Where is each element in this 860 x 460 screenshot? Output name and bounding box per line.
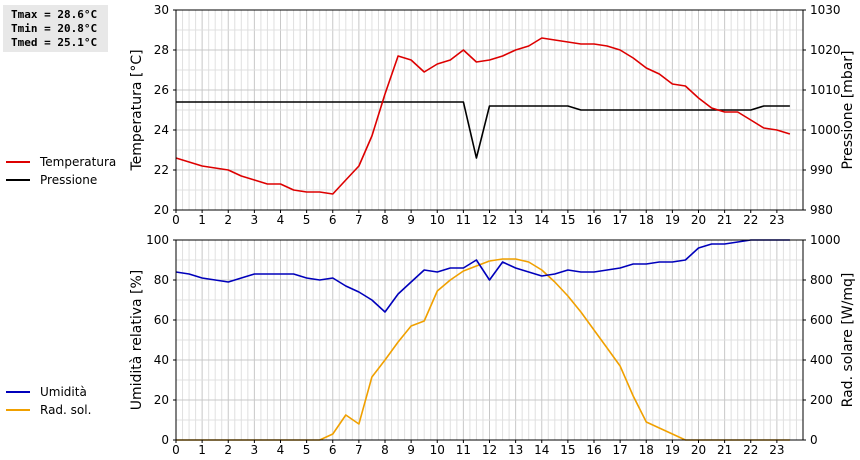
legend-item-umidita: Umidità — [6, 383, 91, 401]
x-tick-label: 11 — [456, 213, 471, 227]
y-right-tick-label: 1010 — [810, 83, 841, 97]
legend-bottom: Umidità Rad. sol. — [6, 383, 91, 419]
x-tick-label: 2 — [224, 213, 232, 227]
x-tick-label: 15 — [560, 443, 575, 457]
legend-swatch-temperatura — [6, 161, 30, 163]
x-tick-label: 23 — [769, 213, 784, 227]
x-tick-label: 9 — [407, 443, 415, 457]
legend-top: Temperatura Pressione — [6, 153, 116, 189]
x-tick-label: 19 — [665, 213, 680, 227]
legend-item-radsol: Rad. sol. — [6, 401, 91, 419]
x-tick-label: 13 — [508, 443, 523, 457]
x-tick-label: 14 — [534, 443, 549, 457]
stat-tmed: Tmed = 25.1°C — [11, 36, 98, 49]
x-tick-label: 3 — [251, 213, 259, 227]
x-tick-label: 5 — [303, 213, 311, 227]
y-left-tick-label: 22 — [154, 163, 169, 177]
x-tick-label: 10 — [430, 443, 445, 457]
y-left-tick-label: 20 — [154, 203, 169, 217]
legend-item-pressione: Pressione — [6, 171, 116, 189]
y-right-tick-label: 800 — [810, 273, 833, 287]
x-tick-label: 11 — [456, 443, 471, 457]
y-right-tick-label: 200 — [810, 393, 833, 407]
y-right-axis-label: Rad. solare [W/mq] — [840, 273, 856, 408]
y-left-tick-label: 30 — [154, 3, 169, 17]
x-tick-label: 21 — [717, 213, 732, 227]
y-right-tick-label: 0 — [810, 433, 818, 447]
y-right-tick-label: 980 — [810, 203, 833, 217]
stats-box: Tmax = 28.6°C Tmin = 20.8°C Tmed = 25.1°… — [3, 5, 108, 52]
legend-label-pressione: Pressione — [40, 173, 98, 187]
y-left-tick-label: 100 — [146, 233, 169, 247]
x-tick-label: 8 — [381, 443, 389, 457]
x-tick-label: 14 — [534, 213, 549, 227]
x-tick-label: 0 — [172, 213, 180, 227]
x-tick-label: 4 — [277, 443, 285, 457]
legend-swatch-radsol — [6, 409, 30, 411]
x-tick-label: 16 — [586, 443, 601, 457]
x-tick-label: 17 — [612, 443, 627, 457]
legend-label-umidita: Umidità — [40, 385, 87, 399]
y-right-tick-label: 400 — [810, 353, 833, 367]
x-tick-label: 4 — [277, 213, 285, 227]
y-right-tick-label: 990 — [810, 163, 833, 177]
y-right-tick-label: 1020 — [810, 43, 841, 57]
y-left-tick-label: 0 — [161, 433, 169, 447]
y-left-axis-label: Temperatura [°C] — [129, 49, 145, 171]
stat-tmax: Tmax = 28.6°C — [11, 8, 98, 21]
y-left-axis-label: Umidità relativa [%] — [129, 270, 145, 411]
y-right-tick-label: 600 — [810, 313, 833, 327]
y-right-axis-label: Pressione [mbar] — [840, 50, 856, 169]
y-left-tick-label: 24 — [154, 123, 169, 137]
legend-item-temperatura: Temperatura — [6, 153, 116, 171]
x-tick-label: 1 — [198, 443, 206, 457]
x-tick-label: 22 — [743, 213, 758, 227]
x-tick-label: 16 — [586, 213, 601, 227]
x-tick-label: 1 — [198, 213, 206, 227]
x-tick-label: 23 — [769, 443, 784, 457]
y-left-tick-label: 26 — [154, 83, 169, 97]
x-tick-label: 7 — [355, 213, 363, 227]
y-left-tick-label: 28 — [154, 43, 169, 57]
series-line-pressione — [176, 101, 790, 159]
y-left-tick-label: 60 — [154, 313, 169, 327]
x-tick-label: 3 — [251, 443, 259, 457]
x-tick-label: 18 — [639, 213, 654, 227]
x-tick-label: 22 — [743, 443, 758, 457]
y-left-tick-label: 40 — [154, 353, 169, 367]
x-tick-label: 5 — [303, 443, 311, 457]
legend-swatch-umidita — [6, 391, 30, 393]
x-tick-label: 10 — [430, 213, 445, 227]
x-tick-label: 19 — [665, 443, 680, 457]
legend-swatch-pressione — [6, 179, 30, 181]
series-line-rad-sol- — [176, 258, 790, 441]
x-tick-label: 17 — [612, 213, 627, 227]
x-tick-label: 12 — [482, 443, 497, 457]
x-tick-label: 2 — [224, 443, 232, 457]
series-line-temperatura — [175, 37, 791, 195]
stat-tmin: Tmin = 20.8°C — [11, 22, 98, 35]
x-tick-label: 6 — [329, 443, 337, 457]
x-tick-label: 18 — [639, 443, 654, 457]
x-tick-label: 13 — [508, 213, 523, 227]
x-tick-label: 6 — [329, 213, 337, 227]
y-left-tick-label: 80 — [154, 273, 169, 287]
y-left-tick-label: 20 — [154, 393, 169, 407]
y-right-tick-label: 1030 — [810, 3, 841, 17]
x-tick-label: 20 — [691, 443, 706, 457]
x-tick-label: 8 — [381, 213, 389, 227]
legend-label-radsol: Rad. sol. — [40, 403, 92, 417]
y-right-tick-label: 1000 — [810, 233, 841, 247]
x-tick-label: 7 — [355, 443, 363, 457]
x-tick-label: 9 — [407, 213, 415, 227]
x-tick-label: 20 — [691, 213, 706, 227]
y-right-tick-label: 1000 — [810, 123, 841, 137]
series-line-umidit- — [175, 239, 790, 313]
x-tick-label: 0 — [172, 443, 180, 457]
x-tick-label: 15 — [560, 213, 575, 227]
legend-label-temperatura: Temperatura — [40, 155, 117, 169]
x-tick-label: 12 — [482, 213, 497, 227]
x-tick-label: 21 — [717, 443, 732, 457]
